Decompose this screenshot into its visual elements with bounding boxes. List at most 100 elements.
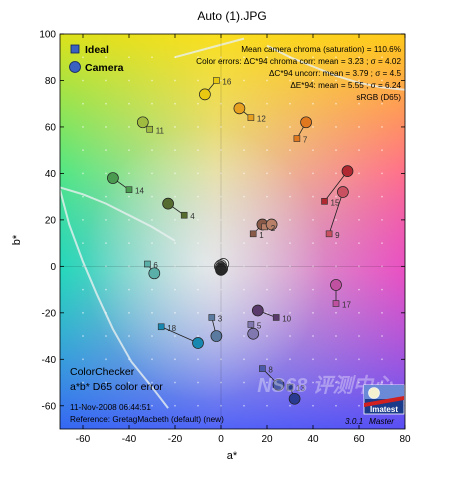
grid-dot [82,288,84,291]
grid-dot [128,126,130,128]
grid-dot [128,311,130,314]
x-tick-label: 0 [218,434,224,445]
grid-dot [174,56,176,59]
y-tick-label: 40 [45,169,57,180]
legend: Ideal Camera [69,44,124,74]
grid-dot [312,172,314,175]
axes: -60 -40 -20 0 20 40 60 80 -60 -40 -20 0 20 40 60 80 100 [39,30,411,446]
ideal-marker-17 [332,300,340,307]
grid-dot [381,126,383,128]
grid-dot [151,242,153,245]
grid-dot [243,172,245,175]
patch-label-3: 3 [218,314,223,323]
ideal-marker-18 [157,323,165,331]
color-error-e94-text: ΔE*94: mean = 5.55 ; σ = 6.24 [290,81,401,90]
grid-dot [335,56,337,59]
grid-dot [243,149,245,152]
grid-dot [174,288,176,291]
imatest-logo: Imatest [363,384,405,415]
version-text: 3.0.1 [345,417,363,426]
camera-marker-18 [192,337,204,349]
camera-marker-8 [272,379,285,391]
grid-dot [105,404,107,407]
grid-dot [174,126,176,128]
grid-dot [381,102,383,105]
patch-label-13: 13 [296,384,305,393]
grid-dot [82,381,84,384]
patch-label-9: 9 [335,231,340,240]
grid-dot [220,79,222,82]
grid-dot [381,335,383,337]
gamut-background [60,34,405,429]
grid-dot [174,218,176,221]
grid-dot [220,56,222,59]
grid-dot [312,102,314,105]
legend-ideal-marker [70,44,80,54]
grid-dot [243,79,245,82]
ideal-marker-9 [325,230,333,238]
camera-marker-3 [210,330,223,342]
x-axis-label: a* [227,450,238,462]
patch-label-6: 6 [153,261,158,270]
grid-dot [289,218,291,221]
grid-dot [266,126,268,128]
mean-chroma-text: Mean camera chroma (saturation) = 110.6% [241,45,401,54]
grid-dot [266,288,268,291]
grid-dot [243,404,245,407]
grid-dot [128,79,130,82]
grid-dot [358,381,360,384]
grid-dot [266,358,268,361]
ideal-marker-3 [208,314,216,321]
grid-dot [335,102,337,105]
grid-dot [220,172,222,175]
grid-dot [358,404,360,407]
y-tick-label: -40 [42,355,57,366]
patch-label-5: 5 [257,321,262,330]
grid-dot [243,242,245,245]
legend-camera-marker [69,61,81,73]
grid-dot [289,358,291,361]
x-tick-label: 60 [353,434,365,445]
grid-dot [82,195,84,198]
grid-dot [197,79,199,82]
grid-dot [243,195,245,198]
grid-dot [197,311,199,314]
grid-dot [358,126,360,128]
grid-dot [381,311,383,314]
grid-dot [151,56,153,59]
grid-dot [82,126,84,128]
grid-dot [312,149,314,152]
info-box-title: ColorChecker [70,366,135,378]
info-box-reference: Reference: GretagMacbeth (default) (new) [70,415,224,424]
grid-dot [266,381,268,384]
patch-label-11: 11 [156,126,165,135]
ideal-marker-12 [247,114,255,121]
grid-dot [381,149,383,152]
patch-label-4: 4 [190,212,195,221]
camera-marker-24 [215,263,227,276]
legend-camera-label: Camera [85,62,124,74]
grid-dot [128,218,130,221]
camera-marker-14 [107,172,119,184]
grid-dot [243,126,245,128]
grid-dot [174,381,176,384]
grid-dot [174,79,176,82]
grid-dot [312,218,314,221]
grid-dot [312,242,314,245]
grid-dot [128,335,130,337]
grid-dot [266,102,268,105]
patch-label-18: 18 [167,324,176,333]
grid-dot [128,242,130,245]
grid-dot [243,56,245,59]
grid-dot [82,335,84,337]
grid-dot [312,56,314,59]
grid-dot [266,218,268,221]
patch-label-12: 12 [257,115,266,124]
grid-dot [289,102,291,105]
grid-dot [105,358,107,361]
patch-label-7: 7 [303,136,308,145]
grid-dot [266,149,268,152]
grid-dot [312,381,314,384]
ideal-marker-13 [286,383,294,391]
ideal-marker-8 [259,365,266,372]
